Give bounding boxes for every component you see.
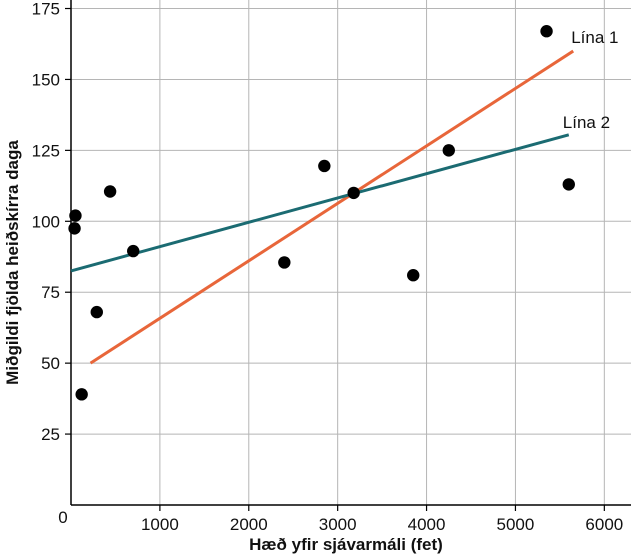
origin-label: 0 [58,508,67,527]
y-tick-label: 50 [41,354,60,373]
y-tick-label: 75 [41,283,60,302]
fit-line-2 [70,133,570,273]
y-tick-label: 25 [41,425,60,444]
data-point [540,25,553,38]
x-tick-label: 4000 [408,515,446,534]
fit-line-1 [89,49,575,365]
grid-lines [71,0,631,505]
data-point [75,388,88,401]
data-point [68,222,81,235]
data-point [127,244,140,258]
data-points [68,25,575,401]
y-axis-title: Miðgildi fjölda heiðskírra daga [3,140,22,385]
x-tick-label: 3000 [319,515,357,534]
fit-line-label-2: Lína 2 [563,113,610,132]
data-point [69,209,82,222]
y-tick-label: 150 [32,70,60,89]
x-axis-title: Hæð yfir sjávarmáli (fet) [249,535,443,554]
tick-labels: 1000 2000 3000 4000 5000 6000 25 50 75 100 125 150 1… [32,0,624,534]
y-tick-label: 125 [32,141,60,160]
x-tick-label: 6000 [585,515,623,534]
data-point [90,305,103,319]
data-point [562,178,575,191]
line-labels: Lína 1 Lína 2 [563,28,619,132]
y-tick-label: 175 [32,0,60,19]
data-point [407,268,420,282]
data-point [278,256,291,269]
x-tick-label: 1000 [141,515,179,534]
data-point [103,185,117,198]
x-tick-label: 2000 [230,515,268,534]
y-tick-label: 100 [32,212,60,231]
axes [65,0,631,511]
data-point [347,186,360,200]
x-tick-label: 5000 [497,515,535,534]
fit-line-label-1: Lína 1 [571,28,618,47]
fit-lines [70,49,575,365]
data-point [318,159,331,173]
data-point [442,144,455,157]
